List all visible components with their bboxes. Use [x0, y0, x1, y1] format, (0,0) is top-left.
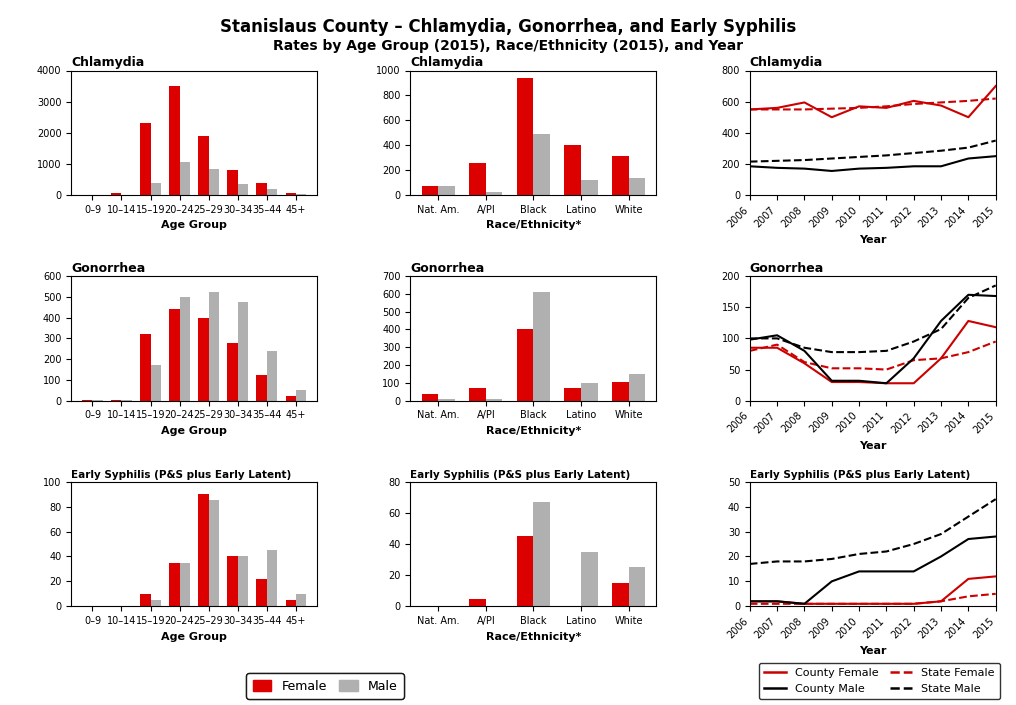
Bar: [198, 494, 208, 606]
Text: Early Syphilis (P&S plus Early Latent): Early Syphilis (P&S plus Early Latent): [750, 470, 970, 479]
Bar: [208, 292, 218, 400]
X-axis label: Year: Year: [859, 646, 887, 656]
Bar: [180, 563, 190, 606]
Bar: [266, 351, 276, 400]
Bar: [564, 388, 581, 400]
Bar: [296, 194, 306, 195]
Text: Early Syphilis (P&S plus Early Latent): Early Syphilis (P&S plus Early Latent): [71, 470, 292, 479]
Bar: [228, 343, 238, 400]
Bar: [238, 183, 248, 195]
Bar: [296, 391, 306, 400]
Bar: [438, 399, 455, 400]
Text: Chlamydia: Chlamydia: [410, 56, 484, 69]
X-axis label: Race/Ethnicity*: Race/Ethnicity*: [486, 632, 581, 642]
Bar: [150, 183, 161, 195]
Bar: [238, 302, 248, 400]
Bar: [266, 550, 276, 606]
Bar: [486, 399, 503, 400]
X-axis label: Race/Ethnicity*: Race/Ethnicity*: [486, 426, 581, 436]
Bar: [581, 180, 597, 195]
Bar: [140, 334, 150, 400]
Bar: [150, 600, 161, 606]
Bar: [581, 552, 597, 606]
Bar: [533, 292, 550, 400]
Bar: [256, 375, 266, 400]
Bar: [612, 583, 629, 606]
Bar: [612, 157, 629, 195]
Bar: [285, 192, 296, 195]
Bar: [438, 186, 455, 195]
Bar: [422, 186, 438, 195]
Bar: [517, 537, 533, 606]
Bar: [266, 189, 276, 195]
Bar: [285, 396, 296, 400]
Bar: [612, 382, 629, 400]
Bar: [170, 563, 180, 606]
Bar: [296, 594, 306, 606]
Legend: County Female, County Male, State Female, State Male: County Female, County Male, State Female…: [759, 663, 1001, 699]
Legend: Female, Male: Female, Male: [246, 673, 404, 699]
Text: Stanislaus County – Chlamydia, Gonorrhea, and Early Syphilis: Stanislaus County – Chlamydia, Gonorrhea…: [219, 18, 797, 36]
X-axis label: Race/Ethnicity*: Race/Ethnicity*: [486, 221, 581, 231]
Bar: [228, 556, 238, 606]
Text: Gonorrhea: Gonorrhea: [71, 262, 145, 275]
Text: Rates by Age Group (2015), Race/Ethnicity (2015), and Year: Rates by Age Group (2015), Race/Ethnicit…: [273, 39, 743, 53]
Bar: [140, 123, 150, 195]
Bar: [198, 318, 208, 400]
Bar: [256, 183, 266, 195]
Bar: [533, 134, 550, 195]
X-axis label: Year: Year: [859, 441, 887, 450]
Bar: [180, 162, 190, 195]
Bar: [469, 388, 486, 400]
Bar: [469, 599, 486, 606]
Bar: [180, 297, 190, 400]
Bar: [517, 78, 533, 195]
Text: Gonorrhea: Gonorrhea: [750, 262, 824, 275]
Bar: [486, 192, 503, 195]
Bar: [629, 374, 645, 400]
Bar: [629, 178, 645, 195]
Bar: [112, 192, 122, 195]
Bar: [517, 329, 533, 400]
X-axis label: Age Group: Age Group: [162, 632, 227, 642]
Text: Chlamydia: Chlamydia: [71, 56, 144, 69]
Text: Chlamydia: Chlamydia: [750, 56, 823, 69]
X-axis label: Age Group: Age Group: [162, 426, 227, 436]
Bar: [581, 383, 597, 400]
Bar: [208, 501, 218, 606]
Text: Early Syphilis (P&S plus Early Latent): Early Syphilis (P&S plus Early Latent): [410, 470, 631, 479]
Text: Gonorrhea: Gonorrhea: [410, 262, 485, 275]
Bar: [256, 579, 266, 606]
Bar: [564, 145, 581, 195]
X-axis label: Age Group: Age Group: [162, 221, 227, 231]
Bar: [150, 365, 161, 400]
X-axis label: Year: Year: [859, 235, 887, 245]
Bar: [285, 600, 296, 606]
Bar: [533, 502, 550, 606]
Bar: [422, 393, 438, 400]
Bar: [170, 309, 180, 400]
Bar: [198, 136, 208, 195]
Bar: [238, 556, 248, 606]
Bar: [140, 594, 150, 606]
Bar: [629, 568, 645, 606]
Bar: [228, 170, 238, 195]
Bar: [208, 168, 218, 195]
Bar: [170, 86, 180, 195]
Bar: [469, 163, 486, 195]
